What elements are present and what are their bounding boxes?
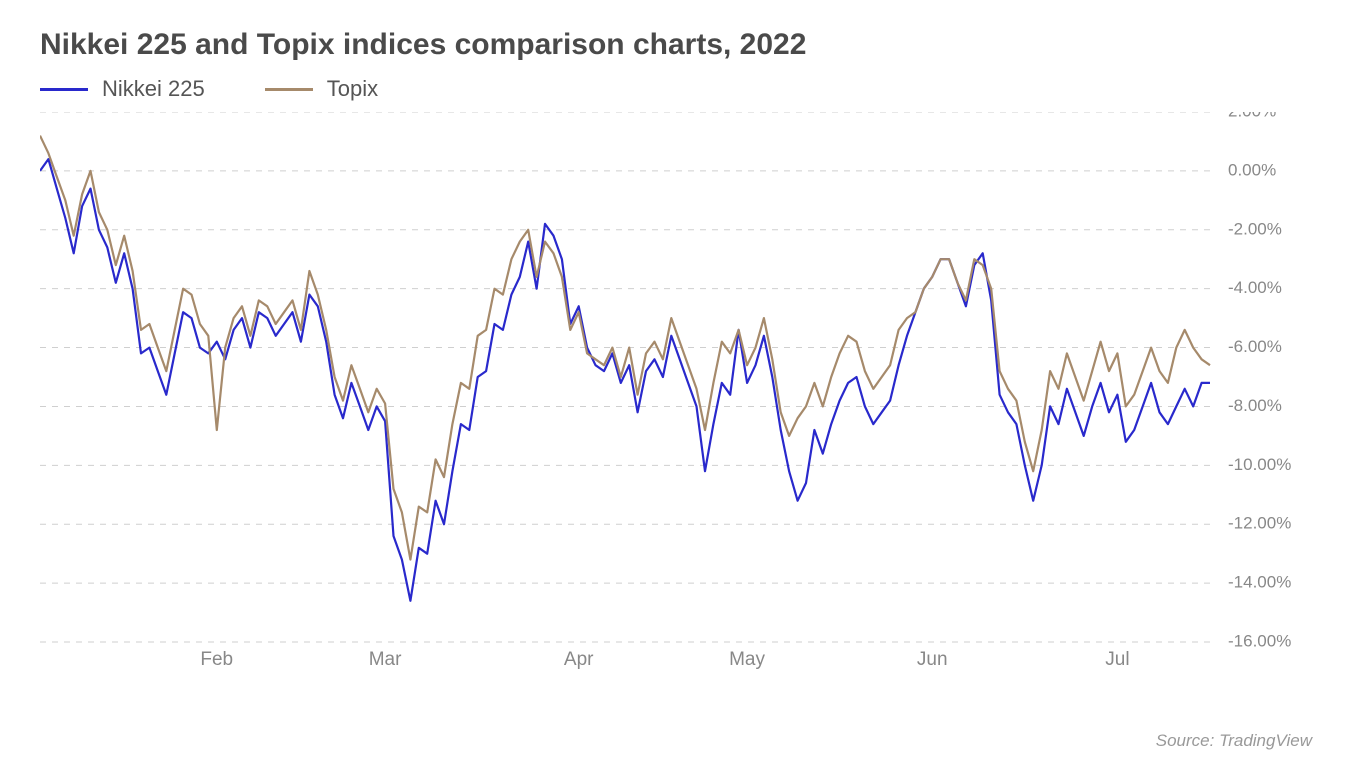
- chart-title: Nikkei 225 and Topix indices comparison …: [40, 28, 1320, 62]
- legend-label-nikkei: Nikkei 225: [102, 76, 205, 102]
- chart-container: Nikkei 225 and Topix indices comparison …: [0, 0, 1350, 761]
- legend: Nikkei 225 Topix: [40, 76, 1320, 102]
- x-axis-label: Jun: [917, 649, 948, 670]
- legend-swatch-topix: [265, 88, 313, 91]
- y-axis-label: 0.00%: [1228, 160, 1276, 179]
- x-axis-label: May: [729, 649, 765, 670]
- y-axis-label: -4.00%: [1228, 278, 1282, 297]
- x-axis-label: Feb: [200, 649, 233, 670]
- chart-plot-area: 2.00% 0.00% -2.00% -4.00% -6.00% -8.00% -10.00…: [40, 112, 1310, 672]
- series-nikkei225: [40, 159, 1210, 601]
- y-axis-label: -8.00%: [1228, 396, 1282, 415]
- x-axis-label: Apr: [564, 649, 594, 670]
- legend-label-topix: Topix: [327, 76, 378, 102]
- y-axis-label: -12.00%: [1228, 514, 1291, 533]
- legend-item-topix: Topix: [265, 76, 378, 102]
- y-axis-label: -6.00%: [1228, 337, 1282, 356]
- x-axis-label: Jul: [1105, 649, 1129, 670]
- chart-svg: 2.00% 0.00% -2.00% -4.00% -6.00% -8.00% -10.00…: [40, 112, 1310, 672]
- legend-swatch-nikkei: [40, 88, 88, 91]
- y-axis-label: -10.00%: [1228, 455, 1291, 474]
- y-axis-label: -16.00%: [1228, 631, 1291, 650]
- x-axis-label: Mar: [369, 649, 402, 670]
- y-axis-label: -14.00%: [1228, 573, 1291, 592]
- y-axis-label: 2.00%: [1228, 112, 1276, 120]
- source-attribution: Source: TradingView: [1156, 731, 1312, 751]
- legend-item-nikkei: Nikkei 225: [40, 76, 205, 102]
- y-axis-label: -2.00%: [1228, 219, 1282, 238]
